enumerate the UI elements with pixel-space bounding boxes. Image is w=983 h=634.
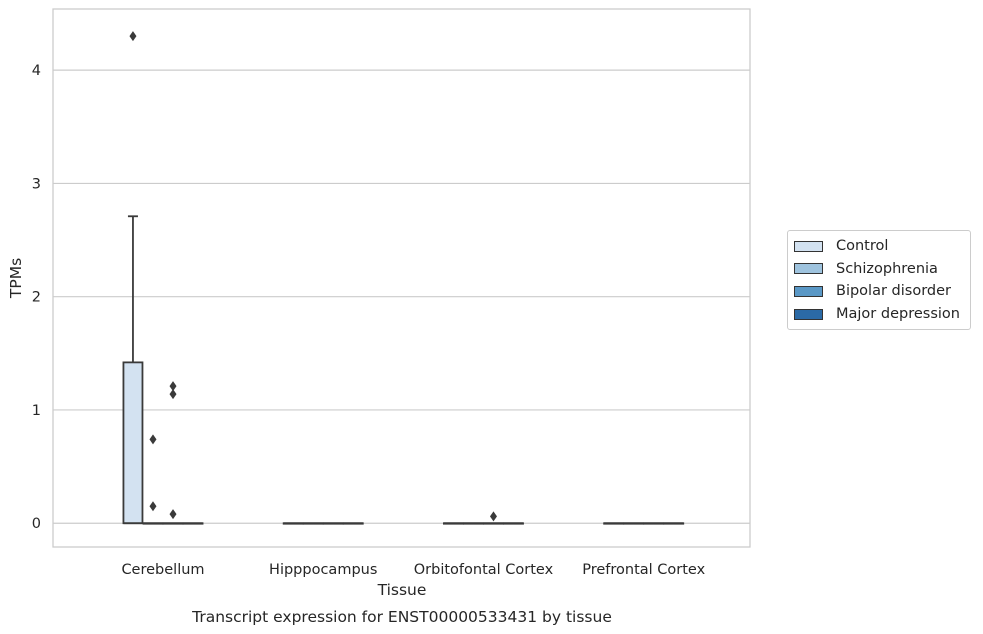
legend-item: Control <box>794 235 970 258</box>
legend-item: Bipolar disorder <box>794 280 970 303</box>
x-tick-label: Prefrontal Cortex <box>582 562 705 578</box>
x-tick-label: Cerebellum <box>121 562 204 578</box>
outlier-point <box>149 501 157 512</box>
legend-label: Bipolar disorder <box>836 283 951 300</box>
legend-swatch <box>794 240 823 252</box>
legend-swatch <box>794 285 823 297</box>
y-tick-label: 0 <box>32 516 41 532</box>
plot-area-frame <box>52 8 751 548</box>
x-axis-label: Tissue <box>377 581 427 599</box>
y-tick-label: 3 <box>32 176 41 192</box>
plot-area-background <box>53 9 750 547</box>
legend-label: Schizophrenia <box>836 260 938 277</box>
legend-label: Major depression <box>836 306 960 323</box>
x-tick-labels: Cerebellum Hipppocampus Orbitofontal Corte… <box>121 562 705 578</box>
legend-item: Schizophrenia <box>794 258 970 281</box>
y-tick-labels: 0 1 2 3 4 <box>32 63 41 532</box>
outlier-point <box>149 434 157 445</box>
y-axis-label: TPMs <box>7 258 25 299</box>
legend-item: Major depression <box>794 303 970 326</box>
x-tick-label: Hipppocampus <box>269 562 377 578</box>
outlier-point <box>169 381 177 392</box>
legend-swatch <box>794 308 823 320</box>
legend: Control Schizophrenia Bipolar disorder Majo… <box>787 230 971 331</box>
legend-swatch <box>794 263 823 275</box>
box-marks <box>122 31 685 525</box>
outlier-point <box>169 389 177 400</box>
outlier-point <box>169 509 177 520</box>
x-tick-label: Orbitofontal Cortex <box>414 562 554 578</box>
outlier-point <box>489 511 497 522</box>
box-body <box>122 361 144 525</box>
y-tick-label: 2 <box>32 290 41 306</box>
legend-label: Control <box>836 238 889 255</box>
y-tick-label: 1 <box>32 403 41 419</box>
y-tick-label: 4 <box>32 63 41 79</box>
chart-title: Transcript expression for ENST0000053343… <box>191 608 612 626</box>
outlier-point <box>129 31 137 42</box>
